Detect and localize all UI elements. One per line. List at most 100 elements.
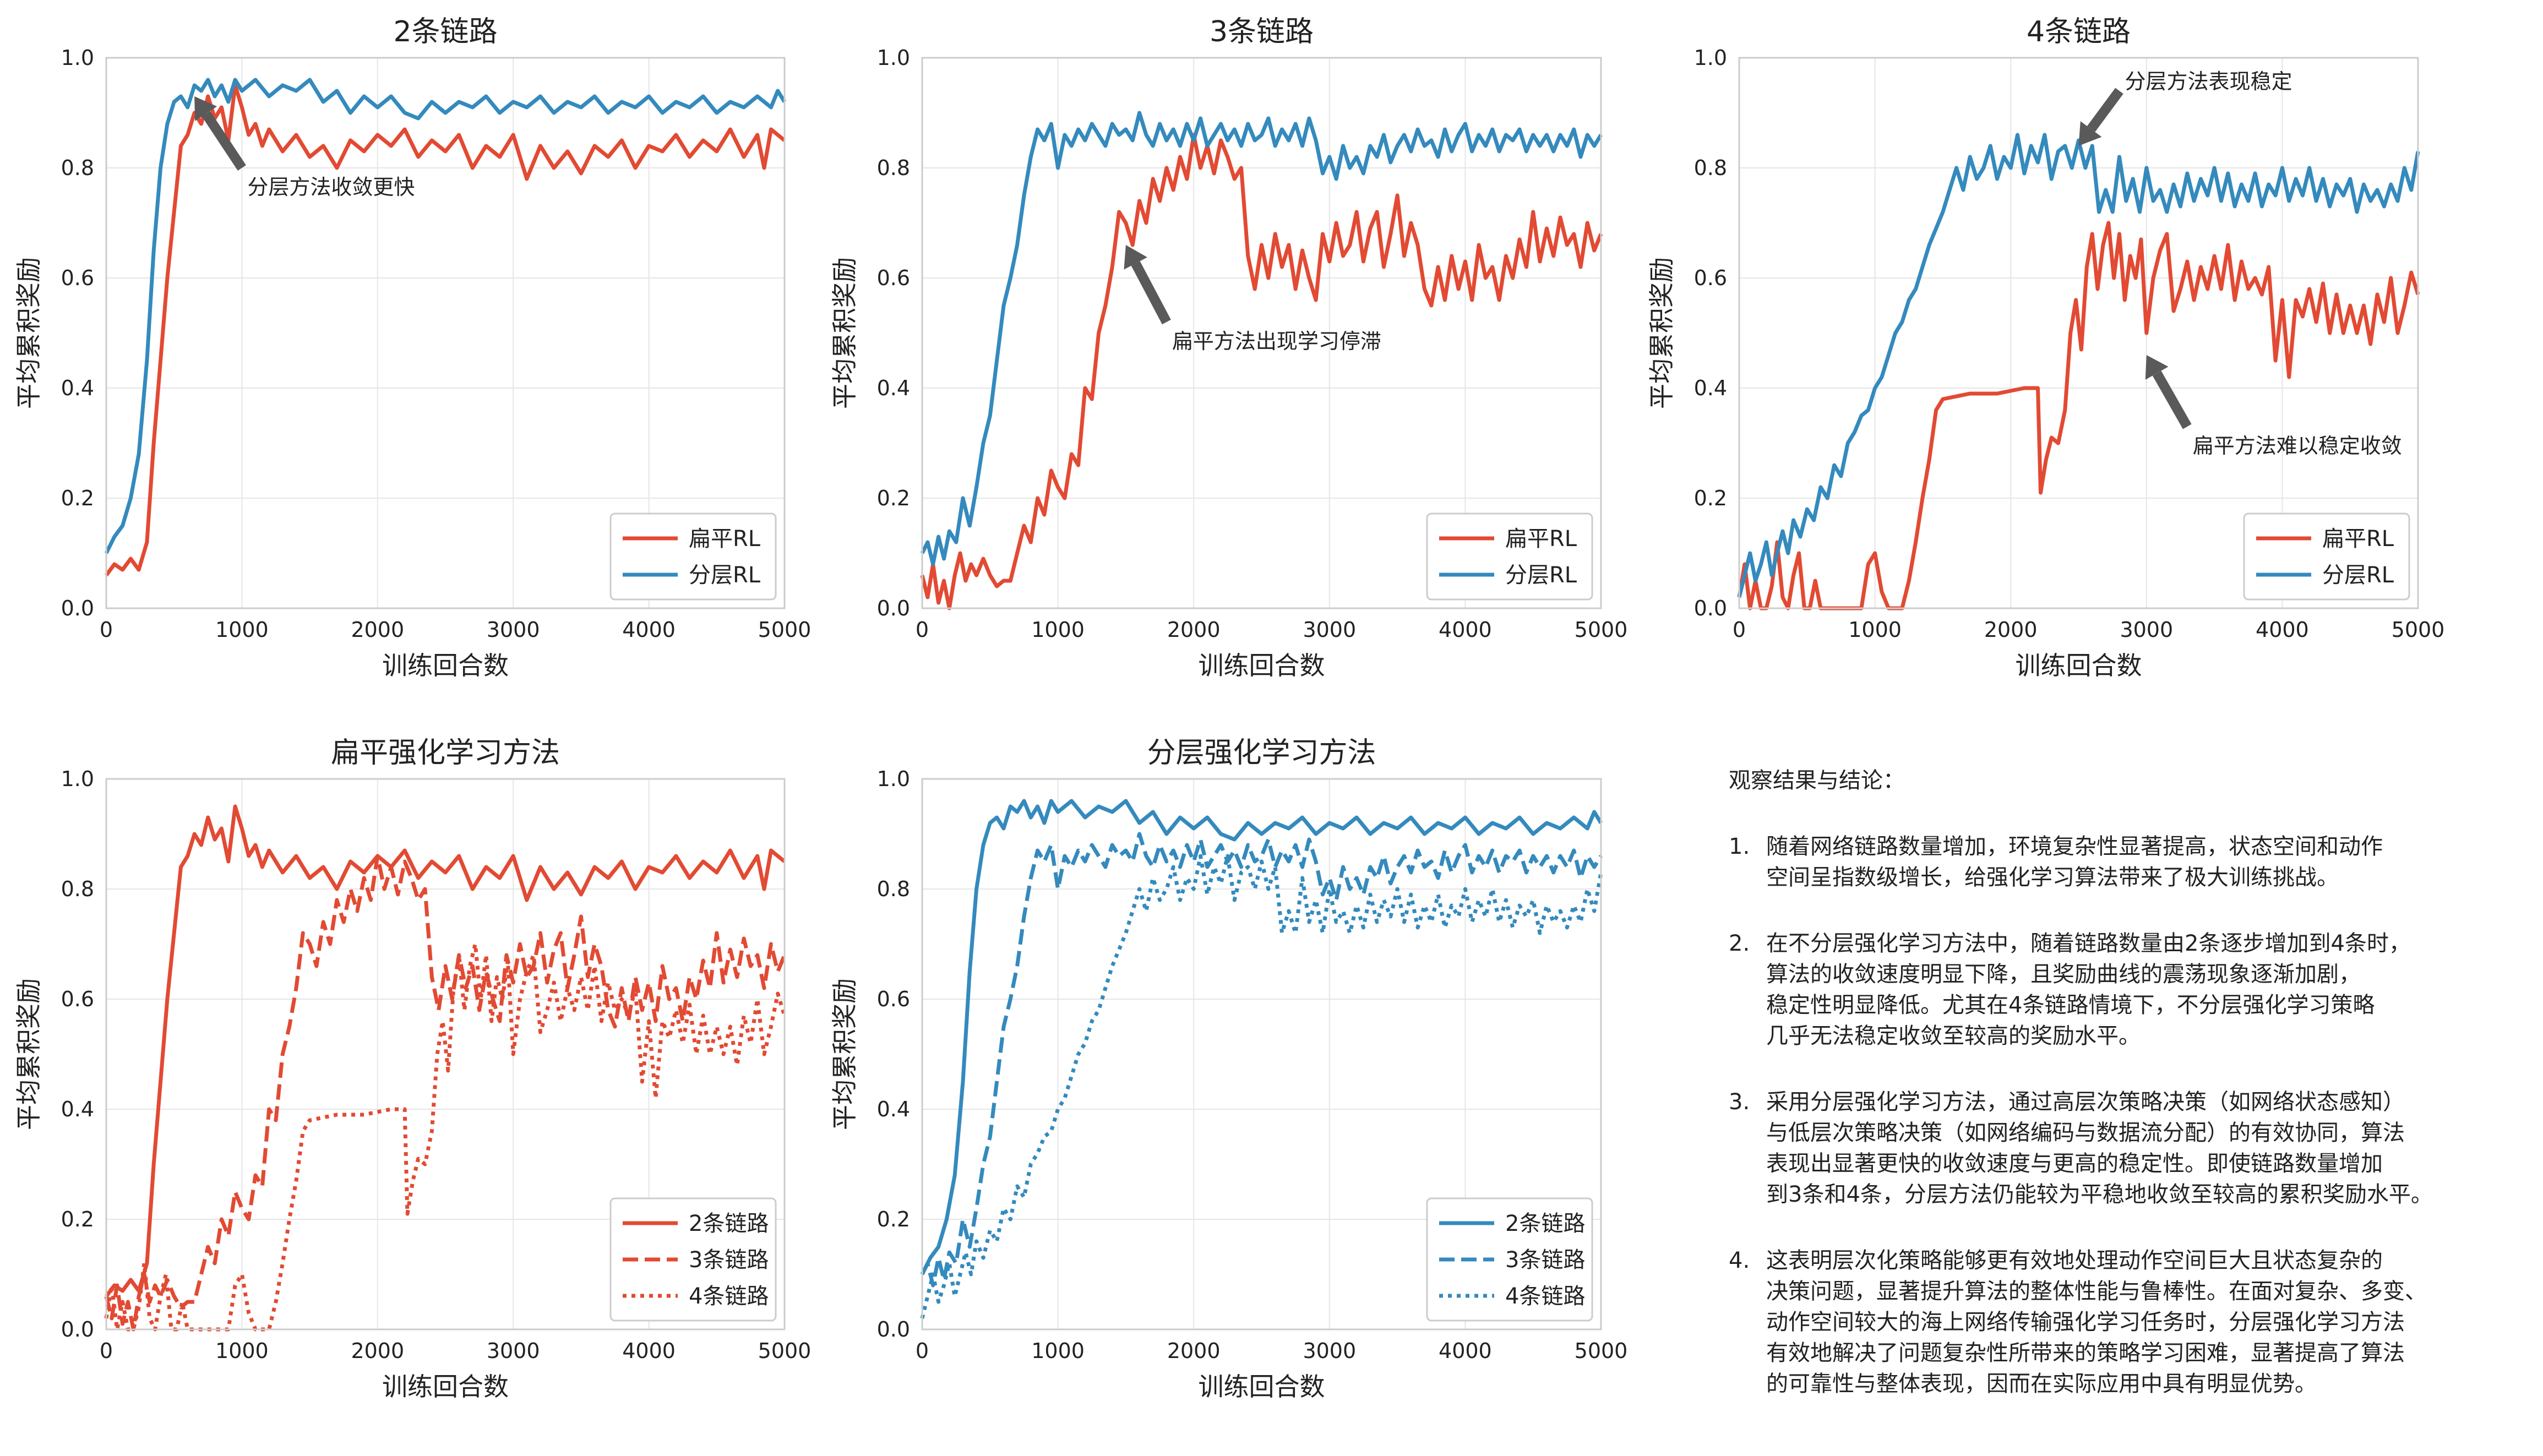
- annotation-arrow-shaft: [1131, 261, 1171, 325]
- legend: 2条链路 3条链路 4条链路: [1426, 1197, 1593, 1322]
- conclusion-line: 表现出显著更快的收敛速度与更高的稳定性。即使链路数量增加: [1766, 1151, 2383, 1176]
- legend-box: [609, 512, 777, 601]
- conclusion-line: 几乎无法稳定收敛至较高的奖励水平。: [1766, 1023, 2141, 1049]
- y-axis-label: 平均累积奖励: [830, 978, 859, 1130]
- x-axis-label: 训练回合数: [1199, 1372, 1325, 1402]
- conclusion-item: 1. 随着网络链路数量增加，环境复杂性显著提高，状态空间和动作 空间呈指数级增长，给…: [1729, 831, 2533, 893]
- conclusion-line: 在不分层强化学习方法中，随着链路数量由2条逐步增加到4条时，: [1766, 931, 2411, 956]
- conclusion-line: 动作空间较大的海上网络传输强化学习任务时，分层强化学习方法: [1766, 1310, 2405, 1335]
- conclusion-item: 3. 采用分层强化学习方法，通过高层次策略决策（如网络状态感知） 与低层次策略决策（…: [1729, 1087, 2533, 1210]
- conclusion-line: 采用分层强化学习方法，通过高层次策略决策（如网络状态感知）: [1766, 1089, 2405, 1115]
- y-tick-label: 0.4: [61, 1097, 94, 1121]
- plot-frame: [921, 778, 1602, 1330]
- conclusion-line: 与低层次策略决策（如网络编码与数据流分配）的有效协同，算法: [1766, 1120, 2405, 1146]
- chart-panel-1: 0 1000 2000 3000 4000 5000 0.0 0.2 0.4 0.6 0.8 1.0 2…: [14, 15, 811, 680]
- y-tick-label: 0.6: [877, 987, 910, 1011]
- y-tick-label: 0.6: [1694, 266, 1727, 290]
- legend: 2条链路 3条链路 4条链路: [609, 1197, 777, 1322]
- chart-title: 扁平强化学习方法: [331, 737, 560, 770]
- annotation-arrow-shaft: [2087, 88, 2123, 132]
- conclusions-list: 1. 随着网络链路数量增加，环境复杂性显著提高，状态空间和动作 空间呈指数级增长，给…: [1729, 831, 2533, 1399]
- legend: 扁平RL 分层RL: [2243, 512, 2410, 601]
- x-tick-label: 1000: [1848, 618, 1902, 642]
- legend: 扁平RL 分层RL: [1426, 512, 1593, 601]
- x-tick-label: 0: [100, 1339, 113, 1363]
- conclusion-number: 1.: [1729, 834, 1750, 859]
- legend-label: 分层RL: [2322, 563, 2394, 588]
- conclusion-number: 4.: [1729, 1248, 1750, 1273]
- x-tick-label: 3000: [487, 618, 540, 642]
- x-tick-label: 2000: [1167, 618, 1221, 642]
- x-axis-label: 训练回合数: [2016, 651, 2142, 680]
- y-axis-label: 平均累积奖励: [14, 978, 43, 1130]
- plot-frame: [105, 778, 786, 1330]
- legend-label: 2条链路: [689, 1211, 769, 1236]
- legend-label: 扁平RL: [1505, 526, 1577, 552]
- x-tick-label: 5000: [2392, 618, 2445, 642]
- y-axis-label: 平均累积奖励: [830, 257, 859, 409]
- legend-label: 扁平RL: [689, 526, 761, 552]
- conclusion-line: 算法的收敛速度明显下降，且奖励曲线的震荡现象逐渐加剧，: [1766, 962, 2361, 987]
- y-tick-label: 0.4: [877, 1097, 910, 1121]
- y-tick-label: 0.0: [1694, 596, 1727, 620]
- series-line-hier2-solid: [920, 799, 1603, 1275]
- y-tick-label: 0.4: [877, 376, 910, 400]
- chart-title: 4条链路: [2027, 15, 2131, 48]
- conclusion-line: 空间呈指数级增长，给强化学习算法带来了极大训练挑战。: [1766, 865, 2339, 890]
- conclusion-number: 2.: [1729, 931, 1750, 956]
- y-tick-label: 0.6: [61, 266, 94, 290]
- conclusion-line: 到3条和4条，分层方法仍能较为平稳地收敛至较高的累积奖励水平。: [1766, 1182, 2433, 1207]
- y-tick-label: 0.8: [877, 156, 910, 180]
- x-axis-label: 训练回合数: [382, 651, 509, 680]
- legend: 扁平RL 分层RL: [609, 512, 777, 601]
- conclusions-heading: 观察结果与结论：: [1729, 768, 1905, 793]
- annotation-arrow-head: [1124, 245, 1147, 270]
- x-tick-label: 3000: [1303, 618, 1356, 642]
- conclusion-number: 3.: [1729, 1089, 1750, 1115]
- x-tick-label: 5000: [1575, 618, 1628, 642]
- conclusion-line: 随着网络链路数量增加，环境复杂性显著提高，状态空间和动作: [1766, 834, 2383, 859]
- x-tick-label: 4000: [2256, 618, 2309, 642]
- x-tick-label: 1000: [1031, 1339, 1085, 1363]
- y-tick-label: 0.6: [61, 987, 94, 1011]
- y-tick-label: 1.0: [877, 767, 910, 791]
- series-line-flat3-dashed: [104, 854, 787, 1332]
- x-tick-label: 2000: [1984, 618, 2038, 642]
- legend-box: [1426, 1197, 1593, 1322]
- x-tick-label: 1000: [1031, 618, 1085, 642]
- chart-panel-5: 0 1000 2000 3000 4000 5000 0.0 0.2 0.4 0.6 0.8 1.0 分…: [830, 737, 1627, 1402]
- y-tick-label: 0.8: [61, 156, 94, 180]
- y-tick-label: 0.0: [877, 596, 910, 620]
- legend-label: 分层RL: [1505, 563, 1577, 588]
- y-tick-label: 0.0: [61, 1317, 94, 1342]
- plot-frame: [105, 57, 786, 609]
- series-line-flat2-solid: [105, 83, 786, 577]
- x-tick-label: 3000: [487, 1339, 540, 1363]
- conclusion-item: 2. 在不分层强化学习方法中，随着链路数量由2条逐步增加到4条时， 算法的收敛速度明…: [1729, 928, 2533, 1051]
- y-tick-label: 0.2: [61, 1207, 94, 1231]
- y-tick-label: 0.4: [1694, 376, 1727, 400]
- y-tick-label: 0.8: [877, 877, 910, 901]
- legend-label: 分层RL: [689, 563, 761, 588]
- y-axis-label: 平均累积奖励: [1647, 257, 1676, 409]
- annotation-text: 扁平方法难以稳定收敛: [2193, 434, 2402, 458]
- chart-panel-4: 0 1000 2000 3000 4000 5000 0.0 0.2 0.4 0.6 0.8 1.0 扁…: [14, 737, 811, 1402]
- chart-title: 3条链路: [1210, 15, 1314, 48]
- y-tick-label: 0.6: [877, 266, 910, 290]
- x-tick-label: 4000: [1439, 1339, 1492, 1363]
- x-tick-label: 5000: [758, 618, 812, 642]
- x-tick-label: 2000: [351, 618, 404, 642]
- series-line-hier3-dashed: [920, 832, 1603, 1288]
- x-axis-label: 训练回合数: [1199, 651, 1325, 680]
- annotation-arrow-head: [2145, 355, 2169, 380]
- x-tick-label: 2000: [1167, 1339, 1221, 1363]
- annotation-arrow-shaft: [202, 111, 246, 171]
- legend-label: 4条链路: [1505, 1284, 1585, 1309]
- x-tick-label: 4000: [622, 618, 676, 642]
- conclusion-line: 的可靠性与整体表现，因而在实际应用中具有明显优势。: [1766, 1371, 2317, 1397]
- y-tick-label: 0.2: [877, 1207, 910, 1231]
- x-tick-label: 4000: [1439, 618, 1492, 642]
- y-tick-label: 0.8: [61, 877, 94, 901]
- conclusion-line: 稳定性明显降低。尤其在4条链路情境下，不分层强化学习策略: [1766, 993, 2375, 1018]
